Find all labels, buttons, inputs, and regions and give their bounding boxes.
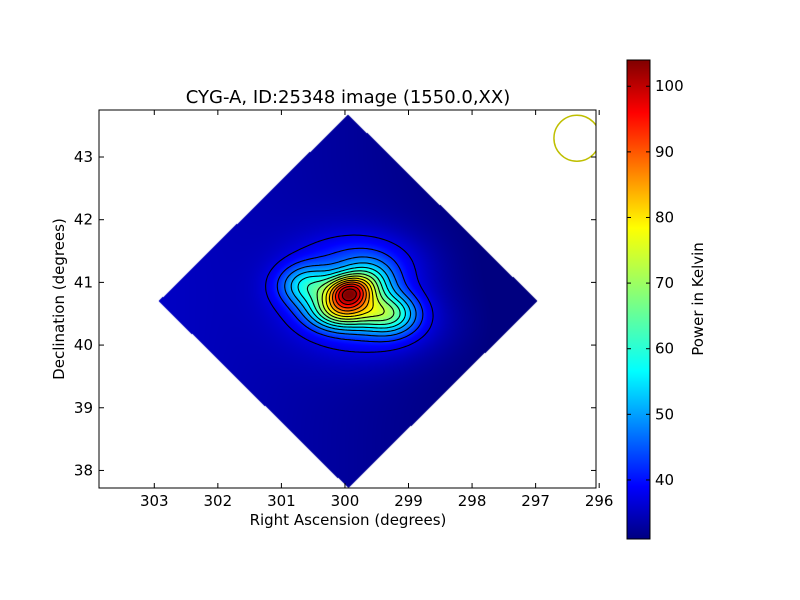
x-tick-label: 300 bbox=[331, 492, 360, 510]
colorbar-tick-label: 100 bbox=[655, 77, 684, 95]
x-axis: 303 302 301 300 299 298 297 296 bbox=[140, 110, 614, 510]
contour-line bbox=[331, 281, 367, 312]
contour-line bbox=[321, 275, 385, 320]
contour-line bbox=[341, 288, 357, 302]
colorbar-tick-label: 70 bbox=[655, 274, 674, 292]
x-tick-label: 302 bbox=[204, 492, 233, 510]
x-tick-label: 301 bbox=[267, 492, 296, 510]
x-tick-label: 299 bbox=[394, 492, 423, 510]
colorbar-label: Power in Kelvin bbox=[689, 242, 707, 356]
y-tick-label: 41 bbox=[74, 273, 93, 291]
contour-line bbox=[276, 247, 424, 343]
contour-line bbox=[316, 273, 395, 323]
contour-line bbox=[325, 277, 374, 318]
plot-frame bbox=[98, 109, 597, 489]
x-tick-label: 296 bbox=[585, 492, 614, 510]
y-tick-label: 39 bbox=[74, 399, 93, 417]
chart-title: CYG-A, ID:25348 image (1550.0,XX) bbox=[186, 87, 510, 108]
colorbar-ticks: 40 50 60 70 80 90 100 bbox=[627, 77, 684, 489]
colorbar-tick-label: 50 bbox=[655, 405, 674, 423]
contour-line bbox=[297, 266, 406, 329]
y-tick-label: 40 bbox=[74, 336, 93, 354]
x-axis-label: Right Ascension (degrees) bbox=[250, 511, 447, 529]
contour-line bbox=[328, 279, 370, 315]
heatmap-image bbox=[99, 110, 596, 488]
x-tick-label: 297 bbox=[521, 492, 550, 510]
y-tick-label: 43 bbox=[74, 148, 93, 166]
beam-marker bbox=[553, 114, 596, 162]
contour-line bbox=[334, 283, 364, 309]
x-tick-label: 303 bbox=[140, 492, 169, 510]
y-tick-label: 42 bbox=[74, 211, 93, 229]
y-axis: 38 39 40 41 42 43 bbox=[74, 148, 596, 479]
y-tick-label: 38 bbox=[74, 461, 93, 479]
contour-line bbox=[306, 270, 401, 326]
colorbar bbox=[626, 59, 651, 540]
colorbar-tick-label: 40 bbox=[655, 471, 674, 489]
contour-line bbox=[338, 285, 361, 306]
colorbar-tick-label: 60 bbox=[655, 340, 674, 358]
colorbar-tick-label: 80 bbox=[655, 208, 674, 226]
x-tick-label: 298 bbox=[458, 492, 487, 510]
colorbar-tick-label: 90 bbox=[655, 143, 674, 161]
contour-line bbox=[290, 262, 412, 333]
y-axis-label: Declination (degrees) bbox=[50, 218, 68, 380]
contour-line bbox=[265, 234, 434, 353]
contour-line bbox=[284, 256, 417, 337]
plot-area bbox=[99, 110, 596, 488]
contour-lines bbox=[265, 234, 434, 353]
